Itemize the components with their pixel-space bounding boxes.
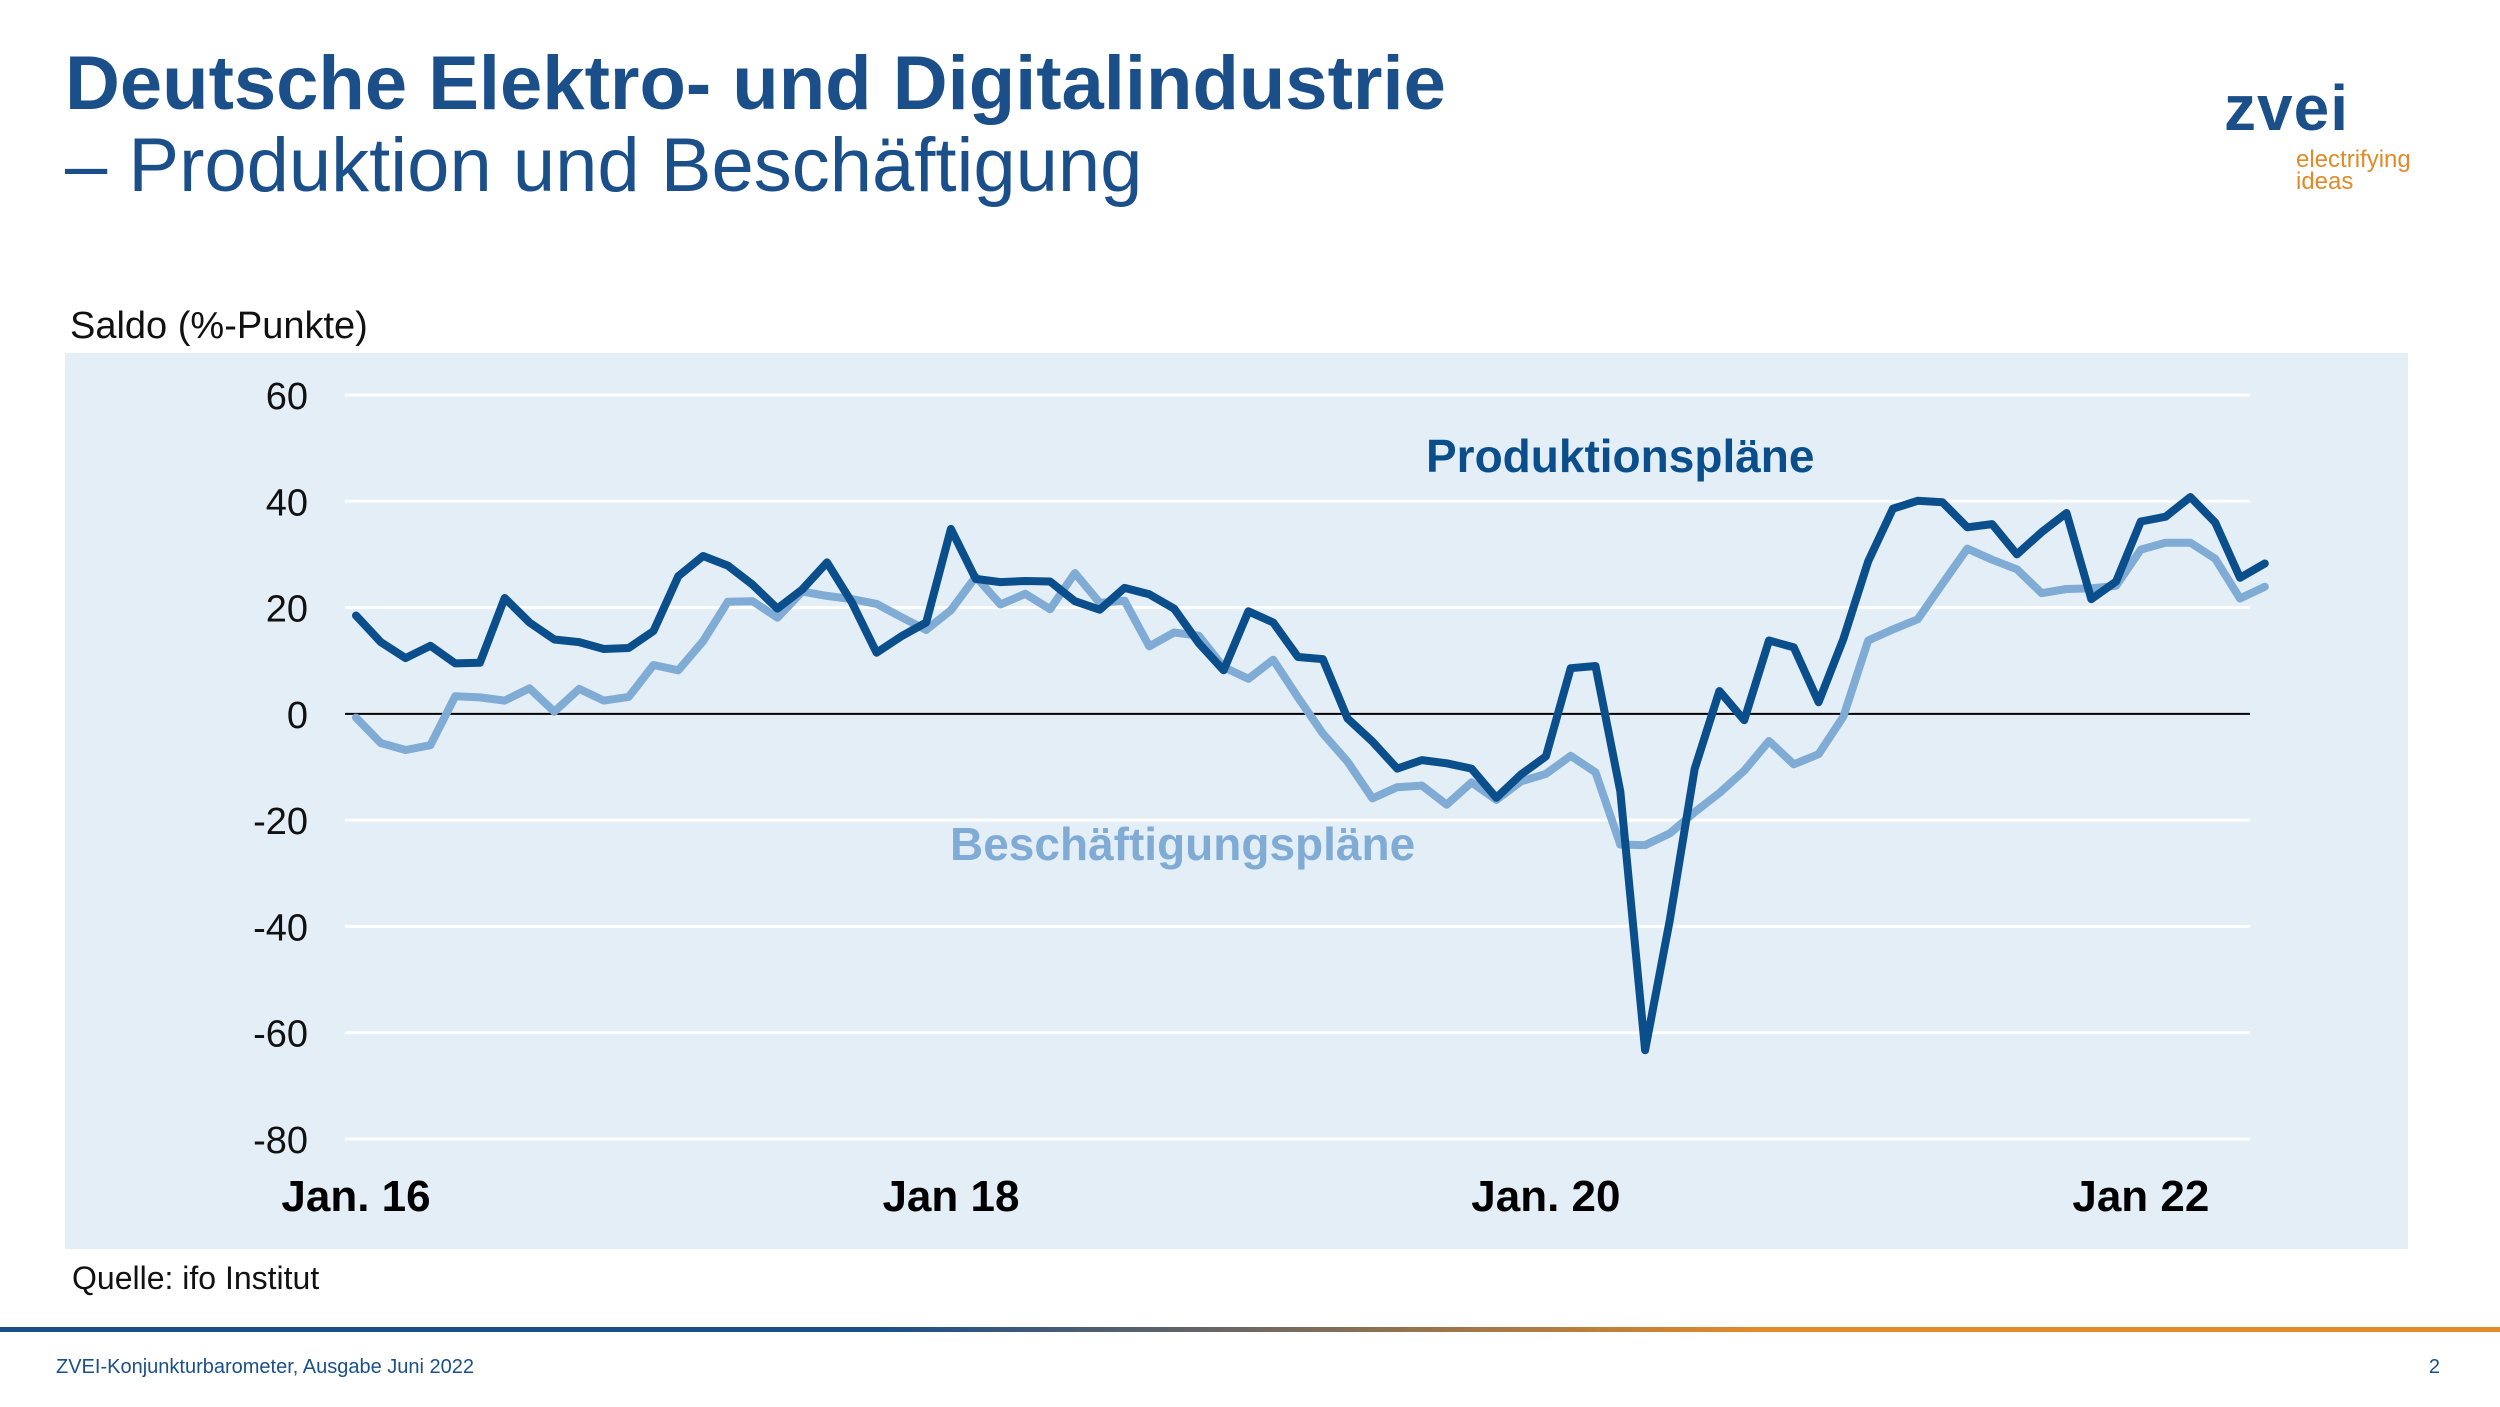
series-line-beschaeftigungsplaene — [352, 538, 2269, 850]
footer-publication: ZVEI-Konjunkturbarometer, Ausgabe Juni 2… — [56, 1356, 475, 1378]
x-tick-label: Jan. 20 — [1471, 1172, 1620, 1221]
zvei-logo: zvei electrifying ideas — [2224, 76, 2444, 196]
page-title: Deutsche Elektro- und Digitalindustrie — [65, 41, 1446, 126]
logo-wordmark: zvei — [2224, 72, 2349, 144]
x-tick-label: Jan 22 — [2072, 1172, 2209, 1221]
chart-plot-background — [65, 353, 2408, 1249]
page-number: 2 — [2428, 1356, 2440, 1378]
x-tick-label: Jan 18 — [882, 1172, 1019, 1221]
logo-tagline-line-2: ideas — [2296, 168, 2354, 195]
y-tick-label: -80 — [253, 1120, 308, 1162]
footer-divider — [0, 1327, 2500, 1332]
chart-y-axis-label: Saldo (%-Punkte) — [70, 305, 368, 347]
y-tick-label: -60 — [253, 1014, 308, 1056]
y-tick-label: 40 — [266, 482, 308, 524]
series-label: Produktionspläne — [1426, 430, 1814, 482]
y-tick-label: 20 — [266, 589, 308, 631]
series-label: Beschäftigungspläne — [950, 818, 1415, 870]
y-tick-label: -40 — [253, 907, 308, 949]
y-tick-label: 0 — [287, 695, 308, 737]
source-note: Quelle: ifo Institut — [72, 1260, 320, 1296]
y-tick-label: 60 — [266, 376, 308, 418]
logo-tagline-line-1: electrifying — [2296, 146, 2411, 173]
x-tick-label: Jan. 16 — [281, 1172, 430, 1221]
series-line-produktionsplaene — [352, 493, 2269, 1055]
page-subtitle: – Produktion und Beschäftigung — [65, 123, 1143, 208]
y-tick-label: -20 — [253, 801, 308, 843]
